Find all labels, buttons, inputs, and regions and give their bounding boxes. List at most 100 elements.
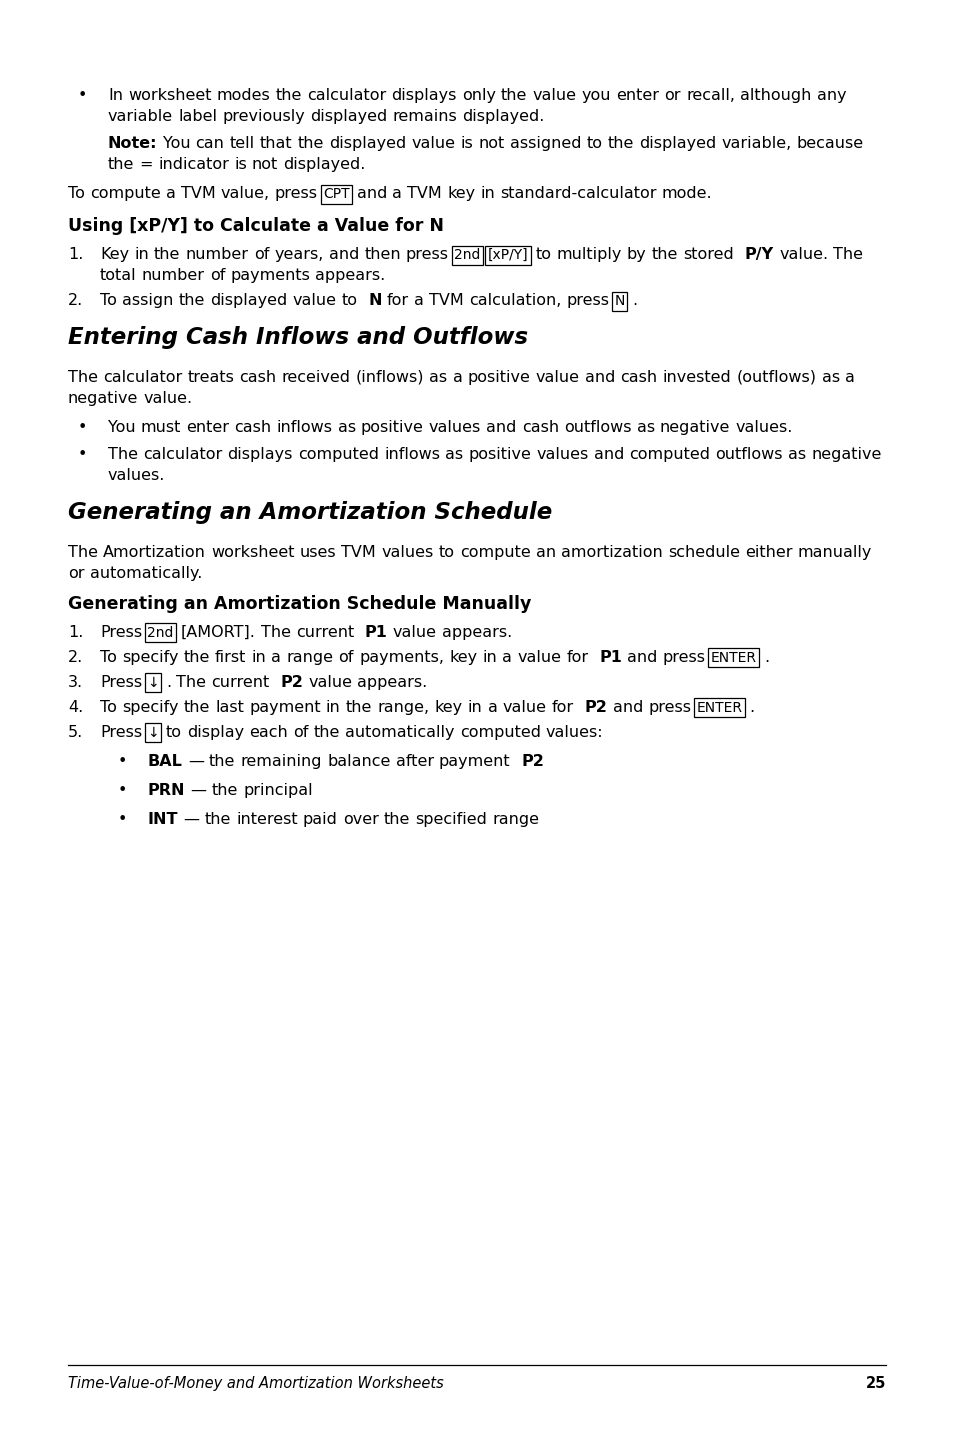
- Text: 2.: 2.: [68, 293, 83, 309]
- Text: paid: paid: [303, 811, 337, 827]
- Text: TVM: TVM: [407, 185, 441, 201]
- Text: —: —: [188, 753, 204, 769]
- Text: computed: computed: [459, 724, 540, 740]
- Text: or: or: [68, 567, 85, 581]
- Text: calculator: calculator: [307, 88, 386, 103]
- Text: calculator: calculator: [103, 369, 182, 385]
- Text: value: value: [502, 700, 546, 714]
- Text: recall,: recall,: [685, 88, 735, 103]
- Text: values: values: [536, 446, 588, 462]
- Text: automatically.: automatically.: [90, 567, 202, 581]
- Text: the: the: [183, 700, 210, 714]
- Text: specify: specify: [122, 651, 178, 665]
- Text: •: •: [118, 811, 128, 827]
- Text: the: the: [345, 700, 372, 714]
- Text: range,: range,: [376, 700, 429, 714]
- Text: worksheet: worksheet: [211, 545, 294, 559]
- Text: enter: enter: [186, 420, 229, 435]
- Text: ↓: ↓: [147, 677, 159, 690]
- Text: can: can: [195, 136, 224, 151]
- Text: Time-Value-of-Money and Amortization Worksheets: Time-Value-of-Money and Amortization Wor…: [68, 1377, 443, 1391]
- Text: modes: modes: [216, 88, 271, 103]
- Text: The: The: [68, 545, 98, 559]
- Text: outflows: outflows: [563, 420, 631, 435]
- Text: remains: remains: [393, 109, 456, 125]
- Text: by: by: [626, 246, 646, 262]
- Text: value: value: [532, 88, 576, 103]
- Text: display: display: [187, 724, 244, 740]
- Text: multiply: multiply: [556, 246, 621, 262]
- Text: negative: negative: [68, 391, 138, 406]
- Text: and: and: [594, 446, 623, 462]
- Text: 4.: 4.: [68, 700, 83, 714]
- Text: cash: cash: [619, 369, 657, 385]
- Text: as: as: [337, 420, 355, 435]
- Text: N: N: [368, 293, 381, 309]
- Text: (inflows): (inflows): [355, 369, 424, 385]
- Text: [xP/Y]: [xP/Y]: [487, 248, 528, 262]
- Text: either: either: [744, 545, 792, 559]
- Text: values:: values:: [545, 724, 603, 740]
- Text: of: of: [338, 651, 354, 665]
- Text: a: a: [844, 369, 854, 385]
- Text: value.: value.: [779, 246, 827, 262]
- Text: and: and: [627, 651, 657, 665]
- Text: displayed: displayed: [639, 136, 716, 151]
- Text: compute: compute: [459, 545, 530, 559]
- Text: a: a: [487, 700, 497, 714]
- Text: tell: tell: [229, 136, 254, 151]
- Text: P1: P1: [598, 651, 621, 665]
- Text: P2: P2: [280, 675, 303, 690]
- Text: each: each: [249, 724, 288, 740]
- Text: 25: 25: [864, 1377, 885, 1391]
- Text: computed: computed: [629, 446, 710, 462]
- Text: P2: P2: [584, 700, 607, 714]
- Text: Press: Press: [100, 675, 142, 690]
- Text: any: any: [816, 88, 845, 103]
- Text: cash: cash: [521, 420, 558, 435]
- Text: Key: Key: [100, 246, 129, 262]
- Text: Press: Press: [100, 724, 142, 740]
- Text: balance: balance: [327, 753, 390, 769]
- Text: press: press: [662, 651, 705, 665]
- Text: over: over: [343, 811, 378, 827]
- Text: You: You: [162, 136, 190, 151]
- Text: stored: stored: [682, 246, 734, 262]
- Text: total: total: [100, 268, 136, 283]
- Text: appears.: appears.: [441, 625, 512, 640]
- Text: value.: value.: [143, 391, 193, 406]
- Text: and: and: [486, 420, 517, 435]
- Text: Using [xP/Y] to Calculate a Value for N: Using [xP/Y] to Calculate a Value for N: [68, 217, 443, 235]
- Text: inflows: inflows: [384, 446, 439, 462]
- Text: —: —: [183, 811, 199, 827]
- Text: •: •: [78, 420, 88, 435]
- Text: for: for: [387, 293, 409, 309]
- Text: the: the: [154, 246, 180, 262]
- Text: In: In: [108, 88, 123, 103]
- Text: variable,: variable,: [720, 136, 791, 151]
- Text: ENTER: ENTER: [696, 701, 741, 714]
- Text: the: the: [314, 724, 340, 740]
- Text: press: press: [406, 246, 449, 262]
- Text: number: number: [142, 268, 205, 283]
- Text: The: The: [176, 675, 206, 690]
- Text: The: The: [108, 446, 138, 462]
- Text: you: you: [581, 88, 611, 103]
- Text: P2: P2: [521, 753, 543, 769]
- Text: N: N: [614, 294, 624, 309]
- Text: specify: specify: [122, 700, 178, 714]
- Text: the: the: [108, 156, 134, 172]
- Text: values.: values.: [108, 468, 165, 483]
- Text: after: after: [395, 753, 434, 769]
- Text: 5.: 5.: [68, 724, 83, 740]
- Text: for: for: [566, 651, 588, 665]
- Text: range: range: [492, 811, 539, 827]
- Text: current: current: [212, 675, 270, 690]
- Text: displayed: displayed: [310, 109, 387, 125]
- Text: value: value: [517, 651, 560, 665]
- Text: P/Y: P/Y: [744, 246, 773, 262]
- Text: positive: positive: [467, 369, 530, 385]
- Text: displayed.: displayed.: [462, 109, 544, 125]
- Text: 2nd: 2nd: [147, 626, 173, 640]
- Text: ENTER: ENTER: [710, 651, 757, 665]
